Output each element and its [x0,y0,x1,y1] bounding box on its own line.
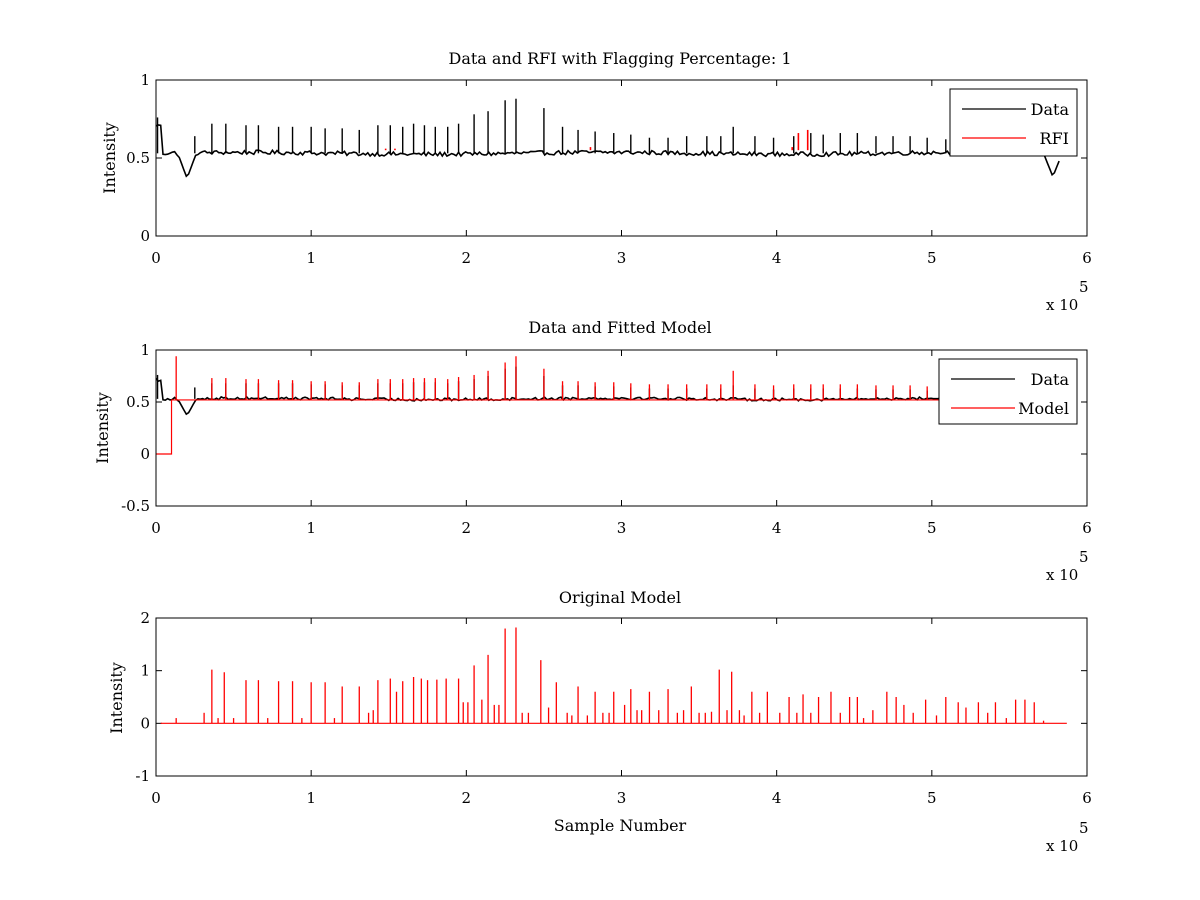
tick-group: 0 1 2 3 4 5 6 0 0.5 1 [126,71,1092,267]
y-tick-label: 0.5 [126,393,150,411]
y-axis-label: Intensity [107,662,126,734]
plot-area [155,98,1060,178]
x-multiplier-base: x 10 [1046,296,1078,314]
x-tick-label: 6 [1082,519,1092,537]
x-tick-label: 3 [617,249,627,267]
series-model [156,356,1060,455]
x-multiplier-base: x 10 [1046,837,1078,855]
x-tick-label: 2 [462,789,472,807]
series-model [160,627,1067,724]
series-data [155,98,1060,178]
data-trace [155,377,1060,416]
x-multiplier-exponent: 5 [1079,278,1089,296]
legend-label: RFI [1040,129,1069,148]
x-tick-label: 6 [1082,249,1092,267]
legend: Data RFI [949,88,1078,157]
x-tick-label: 1 [306,249,316,267]
axes-frame [155,349,1088,507]
x-tick-label: 0 [151,249,161,267]
x-tick-label: 4 [772,789,782,807]
legend-box [938,358,1078,425]
x-tick-label: 5 [927,519,937,537]
y-tick-label: 0 [140,714,150,732]
chart-panel-data-and-rfi: Data and RFI with Flagging Percentage: 1… [100,49,1092,314]
model-baseline [156,399,1060,455]
y-axis-label: Intensity [100,122,119,194]
y-tick-label: 1 [140,341,150,359]
y-tick-label: -0.5 [121,497,150,515]
x-tick-label: 0 [151,519,161,537]
x-multiplier-exponent: 5 [1079,548,1089,566]
legend-label: Model [1018,399,1069,418]
series-data [155,366,1060,416]
chart-title: Original Model [559,588,681,607]
x-tick-label: 2 [462,519,472,537]
x-tick-label: 6 [1082,789,1092,807]
x-multiplier-exponent: 5 [1079,819,1089,837]
chart-panel-original-model: Original Model Intensity Sample Number x… [107,588,1092,855]
x-tick-label: 4 [772,249,782,267]
axes-frame [155,617,1088,777]
y-tick-label: 2 [140,609,150,627]
y-tick-label: 1 [140,71,150,89]
x-tick-label: 0 [151,789,161,807]
x-tick-label: 2 [462,249,472,267]
x-tick-label: 4 [772,519,782,537]
series-rfi [384,129,809,151]
y-tick-label: 0 [140,227,150,245]
chart-panel-data-and-fitted-model: Data and Fitted Model Intensity x 10 5 0… [93,318,1092,584]
y-tick-label: 1 [140,662,150,680]
legend-label: Data [1031,370,1070,389]
x-axis-label: Sample Number [554,816,687,835]
tick-group: 0 1 2 3 4 5 6-0.500.51 [121,341,1092,537]
plot-area [155,356,1060,455]
legend: Data Model [938,358,1078,425]
y-tick-label: -1 [135,767,150,785]
plot-area [160,627,1067,724]
x-tick-label: 5 [927,249,937,267]
data-trace [155,124,1060,178]
chart-title: Data and RFI with Flagging Percentage: 1 [448,49,791,68]
y-axis-label: Intensity [93,392,112,464]
x-tick-label: 1 [306,519,316,537]
x-tick-label: 3 [617,519,627,537]
axes-frame [155,79,1088,237]
legend-label: Data [1031,100,1070,119]
x-tick-label: 1 [306,789,316,807]
y-tick-label: 0 [140,445,150,463]
x-tick-label: 3 [617,789,627,807]
legend-box [949,88,1078,157]
chart-title: Data and Fitted Model [528,318,711,337]
x-multiplier-base: x 10 [1046,566,1078,584]
y-tick-label: 0.5 [126,149,150,167]
x-tick-label: 5 [927,789,937,807]
